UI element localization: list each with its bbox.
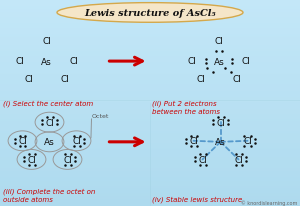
Text: Cl: Cl — [243, 137, 252, 146]
Text: As: As — [214, 57, 224, 66]
Text: Cl: Cl — [234, 155, 243, 164]
Text: Cl: Cl — [189, 137, 198, 146]
Text: Cl: Cl — [63, 155, 72, 164]
Text: Cl: Cl — [188, 56, 196, 65]
Text: Octet: Octet — [92, 114, 109, 119]
Text: Lewis structure of AsCl₅: Lewis structure of AsCl₅ — [84, 9, 216, 18]
Text: Cl: Cl — [60, 75, 69, 84]
Text: Cl: Cl — [24, 75, 33, 84]
Text: Cl: Cl — [69, 56, 78, 65]
Text: Cl: Cl — [45, 118, 54, 127]
Ellipse shape — [57, 4, 243, 23]
Text: (iv) Stable lewis structure: (iv) Stable lewis structure — [152, 195, 242, 202]
Text: Cl: Cl — [42, 37, 51, 46]
Text: Cl: Cl — [72, 137, 81, 146]
Text: As: As — [44, 138, 55, 147]
Text: As: As — [41, 57, 52, 66]
Text: Cl: Cl — [15, 56, 24, 65]
Text: Cl: Cl — [242, 56, 250, 65]
Text: (iii) Complete the octet on
outside atoms: (iii) Complete the octet on outside atom… — [3, 188, 95, 202]
Text: Cl: Cl — [216, 118, 225, 127]
Text: Cl: Cl — [214, 37, 224, 46]
Text: (ii) Put 2 electrons
between the atoms: (ii) Put 2 electrons between the atoms — [152, 100, 220, 114]
Text: Cl: Cl — [196, 75, 206, 84]
Text: Cl: Cl — [27, 155, 36, 164]
Text: © knordislearning.com: © knordislearning.com — [241, 199, 297, 205]
Text: As: As — [215, 138, 226, 147]
Text: Cl: Cl — [198, 155, 207, 164]
Text: Cl: Cl — [232, 75, 242, 84]
Text: Cl: Cl — [18, 137, 27, 146]
Text: (i) Select the center atom: (i) Select the center atom — [3, 100, 93, 107]
